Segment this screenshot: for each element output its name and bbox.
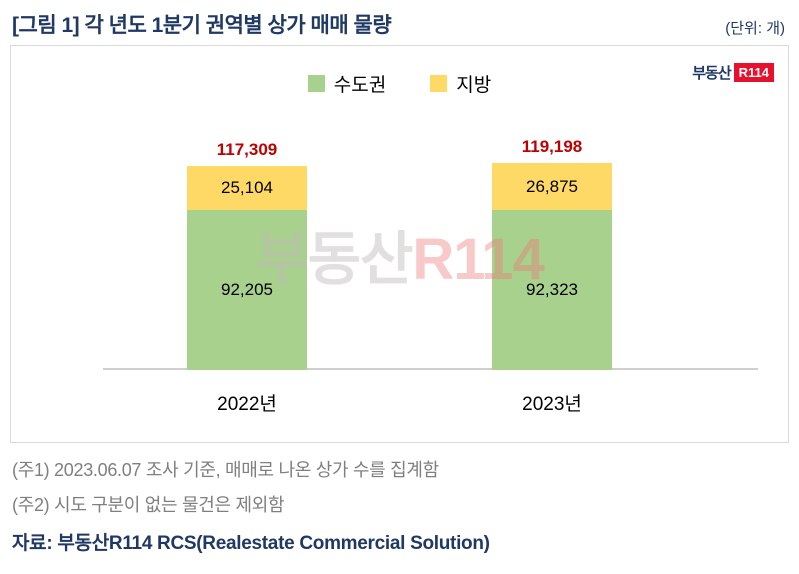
legend-label-jibang: 지방 — [456, 75, 492, 96]
legend-swatch-green — [307, 75, 325, 92]
unit-label: (단위: 개) — [725, 20, 785, 37]
bar-segment-sudogwon-2023: 92,323 — [492, 210, 612, 370]
segment-value-jibang-2022: 25,104 — [221, 178, 273, 197]
brand-logo-mark: R114 — [733, 63, 774, 82]
header: [그림 1] 각 년도 1분기 권역별 상가 매매 물량 (단위: 개) — [0, 0, 799, 41]
note-line-2: (주2) 시도 구분이 없는 물건은 제외함 — [12, 495, 285, 515]
segment-value-jibang-2023: 26,875 — [526, 176, 578, 196]
bar-chart: 117,309 25,104 92,205 119,198 26,875 92,… — [11, 137, 788, 370]
bar-group-2023: 119,198 26,875 92,323 — [492, 137, 612, 370]
bar-segment-sudogwon-2022: 92,205 — [187, 210, 307, 370]
legend-item-jibang: 지방 — [430, 70, 491, 97]
bar-segment-jibang-2022: 25,104 — [187, 166, 307, 210]
total-label-2022: 117,309 — [216, 140, 278, 159]
segment-value-sudogwon-2022: 92,205 — [221, 280, 273, 299]
brand-logo: 부동산 R114 — [692, 62, 774, 83]
brand-logo-text: 부동산 — [692, 65, 731, 82]
total-label-2023: 119,198 — [521, 137, 583, 156]
x-axis-line — [103, 368, 758, 370]
legend-item-sudogwon: 수도권 — [307, 70, 387, 97]
legend-label-sudogwon: 수도권 — [333, 75, 387, 96]
source-line: 자료: 부동산R114 RCS(Realestate Commercial So… — [12, 533, 490, 554]
footnotes: (주1) 2023.06.07 조사 기준, 매매로 나온 상가 수를 집계함 … — [12, 456, 785, 555]
segment-value-sudogwon-2023: 92,323 — [526, 280, 578, 299]
category-label-2022: 2022년 — [217, 394, 277, 415]
legend: 수도권 지방 — [11, 70, 788, 97]
legend-swatch-yellow — [430, 75, 448, 92]
page-title: [그림 1] 각 년도 1분기 권역별 상가 매매 물량 — [12, 14, 392, 37]
note-line-1: (주1) 2023.06.07 조사 기준, 매매로 나온 상가 수를 집계함 — [12, 460, 439, 480]
chart-panel: 수도권 지방 부동산 R114 117,309 25,104 92,205 11… — [10, 45, 789, 443]
x-axis-labels: 2022년 2023년 — [11, 389, 788, 416]
bar-group-2022: 117,309 25,104 92,205 — [187, 140, 307, 370]
bar-segment-jibang-2023: 26,875 — [492, 163, 612, 210]
category-label-2023: 2023년 — [522, 394, 582, 415]
